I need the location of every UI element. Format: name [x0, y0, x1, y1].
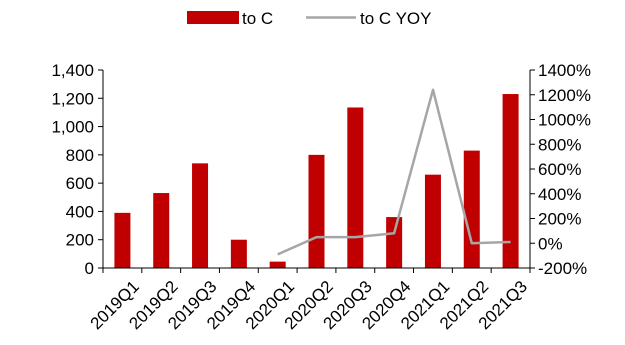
bar-2020Q2 [308, 154, 325, 268]
right-tick-label: 600% [538, 160, 581, 179]
legend-swatch-to-c [187, 11, 239, 24]
axes [98, 69, 535, 273]
left-tick-label: 600 [66, 174, 94, 193]
right-tick-label: 0% [538, 234, 563, 253]
bar-2021Q1 [424, 174, 441, 268]
x-axis-tick-labels: 2019Q12019Q22019Q32019Q42020Q12020Q22020… [87, 277, 531, 333]
bar-2021Q3 [502, 94, 519, 269]
line-series-to-c-yoy [277, 88, 511, 256]
right-tick-label: 1000% [538, 111, 591, 130]
right-tick-label: 400% [538, 185, 581, 204]
bar-2019Q4 [230, 239, 247, 268]
bar-series-to-c [114, 94, 519, 269]
right-tick-label: 1400% [538, 61, 591, 80]
legend-label-to-c-yoy: to C YOY [360, 9, 432, 28]
left-tick-label: 800 [66, 146, 94, 165]
legend-label-to-c: to C [242, 9, 273, 28]
line-path-to-c-yoy [277, 88, 511, 256]
bar-2021Q2 [463, 150, 480, 268]
bar-2020Q3 [347, 107, 364, 268]
bar-2019Q3 [192, 163, 209, 268]
legend: to C to C YOY [187, 9, 432, 28]
bar-2019Q2 [153, 193, 170, 268]
bar-2019Q1 [114, 212, 131, 268]
bar-2020Q4 [386, 217, 403, 268]
right-tick-label: 800% [538, 135, 581, 154]
left-tick-label: 0 [85, 259, 94, 278]
right-tick-label: -200% [538, 259, 587, 278]
right-tick-label: 200% [538, 210, 581, 229]
left-tick-label: 1,200 [51, 89, 94, 108]
left-axis-ticks: 0 200 400 600 800 1,000 1,200 1,400 [51, 61, 94, 278]
left-tick-label: 1,000 [51, 118, 94, 137]
right-tick-label: 1200% [538, 86, 591, 105]
right-axis-ticks: -200% 0% 200% 400% 600% 800% 1000% 1200% 1400% [538, 61, 591, 278]
left-tick-label: 1,400 [51, 61, 94, 80]
bar-2020Q1 [269, 261, 286, 268]
left-tick-label: 200 [66, 231, 94, 250]
left-tick-label: 400 [66, 202, 94, 221]
